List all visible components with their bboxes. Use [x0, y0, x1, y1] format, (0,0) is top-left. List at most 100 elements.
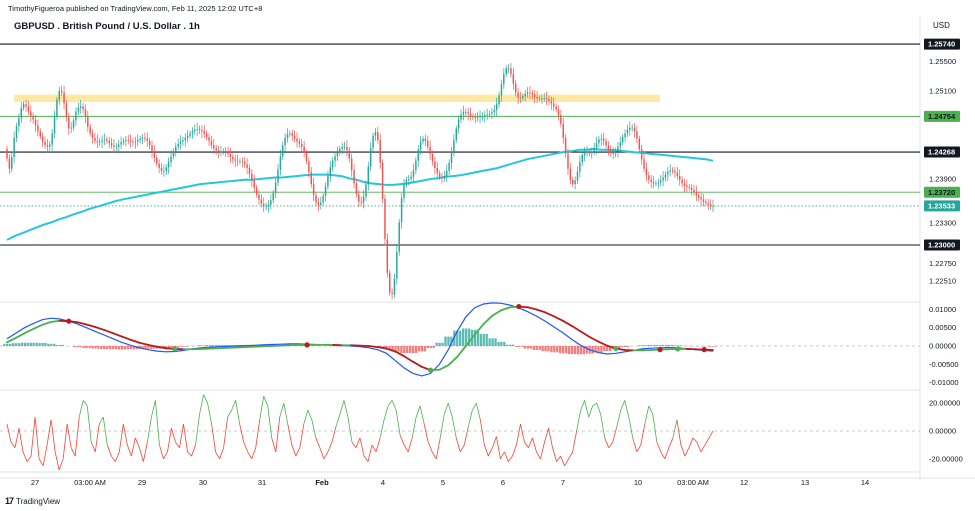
candle: [396, 251, 398, 279]
candle: [545, 98, 548, 100]
candle: [70, 127, 72, 129]
currency-label[interactable]: USD: [933, 21, 950, 30]
macd-histogram-bar: [653, 344, 656, 346]
candle: [189, 133, 191, 136]
candle: [77, 107, 80, 112]
candle: [643, 159, 645, 169]
macd-tick-label: 0.00500: [929, 323, 956, 332]
oscillator-segment: [500, 451, 505, 460]
oscillator-segment: [90, 441, 96, 453]
macd-histogram-bar: [432, 346, 435, 348]
oscillator-segment: [588, 405, 594, 418]
candle: [560, 115, 562, 124]
oscillator-segment: [6, 423, 12, 443]
signal-line-segment: [579, 330, 591, 338]
candle: [68, 117, 70, 129]
candle: [657, 182, 660, 184]
oscillator-segment: [451, 416, 457, 439]
candle: [678, 176, 681, 180]
price-axis[interactable]: 1.255001.251001.243001.239001.233001.227…: [924, 38, 963, 464]
oscillator-segment: [339, 400, 345, 415]
macd-histogram-bar: [564, 346, 568, 354]
macd-histogram-bar: [58, 344, 62, 346]
time-tick-label: 14: [861, 478, 869, 487]
candle: [201, 129, 203, 132]
signal-line-segment: [103, 329, 114, 335]
candle: [664, 174, 667, 178]
oscillator-segment: [592, 402, 597, 407]
oscillator-segment: [664, 447, 670, 459]
time-axis[interactable]: 27 03:00 AM 29 30 31 Feb 4 5 6 7 10 03:00 AM 12 13 14: [31, 478, 869, 487]
macd-histogram-bar: [111, 346, 115, 350]
oscillator-segment: [315, 437, 321, 448]
candle: [427, 140, 429, 147]
oscillator-segment: [34, 417, 40, 459]
candle: [22, 104, 25, 108]
chart-title[interactable]: GBPUSD . British Pound / U.S. Dollar . 1…: [14, 21, 200, 32]
candle: [243, 162, 246, 165]
candle: [334, 156, 336, 161]
macd-histogram-bar: [514, 346, 518, 347]
macd-histogram-bar: [506, 344, 509, 346]
candle: [229, 154, 232, 157]
oscillator-segment: [644, 405, 650, 425]
oscillator-segment: [155, 400, 160, 445]
price-tick-label: 1.23900: [929, 175, 956, 184]
ema-layer: [6, 147, 714, 241]
oscillator-segment: [323, 451, 329, 460]
macd-cross-marker: [613, 345, 619, 352]
candle: [13, 137, 15, 157]
macd-histogram-bar: [182, 346, 185, 347]
macd-histogram-bar: [662, 344, 665, 346]
candle: [443, 176, 446, 179]
macd-histogram-bar: [423, 346, 427, 352]
candle: [617, 146, 619, 152]
macd-histogram-bar: [35, 342, 38, 346]
candle: [41, 136, 44, 142]
time-tick-label: 12: [740, 478, 748, 487]
signal-line-segment: [50, 319, 61, 323]
candle: [341, 146, 343, 149]
candle: [398, 222, 400, 252]
candle: [374, 132, 377, 136]
time-tick-label: 7: [561, 478, 565, 487]
footer-branding[interactable]: 17 TradingView: [5, 496, 60, 506]
candle: [698, 195, 700, 198]
candle: [441, 176, 443, 179]
oscillator-segment: [495, 436, 501, 459]
candle: [450, 151, 453, 163]
candle: [163, 170, 165, 172]
oscillator-segment: [215, 451, 220, 460]
oscillator-segment: [66, 423, 72, 448]
macd-histogram-bar: [464, 328, 468, 346]
candle: [429, 146, 431, 155]
candle: [103, 139, 106, 141]
candle: [524, 93, 526, 97]
oscillator-segment: [58, 458, 64, 471]
oscillator-segment: [467, 410, 473, 427]
candle: [15, 126, 18, 138]
candle: [63, 92, 65, 104]
oscillator-segment: [584, 400, 590, 418]
horizontal-levels-layer[interactable]: [0, 43, 920, 246]
oscillator-segment: [263, 396, 269, 407]
candle: [98, 141, 101, 143]
signal-line-segment: [14, 332, 26, 339]
oscillator-segment: [572, 430, 578, 452]
oscillator-segment: [10, 441, 16, 448]
candle: [629, 127, 631, 130]
candle: [87, 116, 89, 127]
candle: [636, 131, 638, 139]
macd-histogram-bar: [517, 346, 521, 347]
macd-histogram-bar: [623, 346, 627, 348]
candle: [434, 161, 436, 168]
candle: [37, 125, 39, 132]
candle: [296, 138, 298, 142]
macd-histogram-bar: [126, 346, 129, 350]
oscillator-segment: [259, 396, 265, 420]
oscillator-segment: [548, 428, 553, 448]
candle: [607, 145, 610, 151]
time-tick-label: 5: [441, 478, 445, 487]
candle: [46, 145, 49, 147]
